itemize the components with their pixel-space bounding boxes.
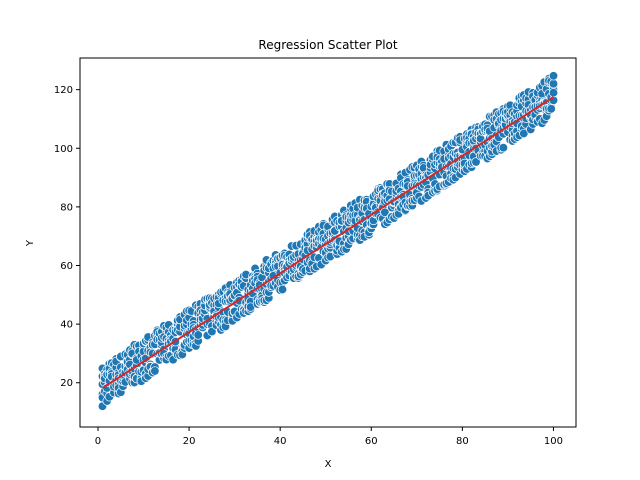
y-axis-ticks: 20 40 60 80 100 120 xyxy=(54,85,80,389)
x-tick-label: 0 xyxy=(95,436,101,447)
x-tick-label: 40 xyxy=(274,436,287,447)
y-tick-label: 60 xyxy=(60,261,73,272)
scatter-point xyxy=(193,330,203,340)
scatter-point xyxy=(519,128,529,139)
x-tick-label: 100 xyxy=(544,436,563,447)
y-tick-label: 40 xyxy=(60,320,73,331)
y-tick-label: 20 xyxy=(60,378,73,389)
scatter-point xyxy=(207,326,217,337)
x-tick-label: 80 xyxy=(456,436,469,447)
scatter-point xyxy=(277,284,288,295)
regression-line xyxy=(102,96,554,389)
x-axis-label: X xyxy=(325,459,332,470)
y-tick-label: 120 xyxy=(54,85,73,96)
x-axis-ticks: 0 20 40 60 80 100 xyxy=(95,427,563,447)
scatter-point xyxy=(380,207,390,217)
x-tick-label: 20 xyxy=(183,436,196,447)
y-axis-label: Y xyxy=(25,239,36,247)
scatter-point xyxy=(150,366,160,376)
y-tick-label: 80 xyxy=(60,202,73,213)
scatter-point xyxy=(548,88,559,98)
y-tick-label: 100 xyxy=(54,144,73,155)
scatter-point xyxy=(498,143,509,153)
regression-line-layer xyxy=(102,96,554,389)
scatter-point xyxy=(471,157,481,167)
chart-title: Regression Scatter Plot xyxy=(258,38,397,52)
scatter-point xyxy=(546,104,556,114)
plot-frame xyxy=(79,57,577,428)
scatter-point xyxy=(548,71,559,81)
scatter-point xyxy=(548,79,559,89)
x-tick-label: 60 xyxy=(365,436,378,447)
